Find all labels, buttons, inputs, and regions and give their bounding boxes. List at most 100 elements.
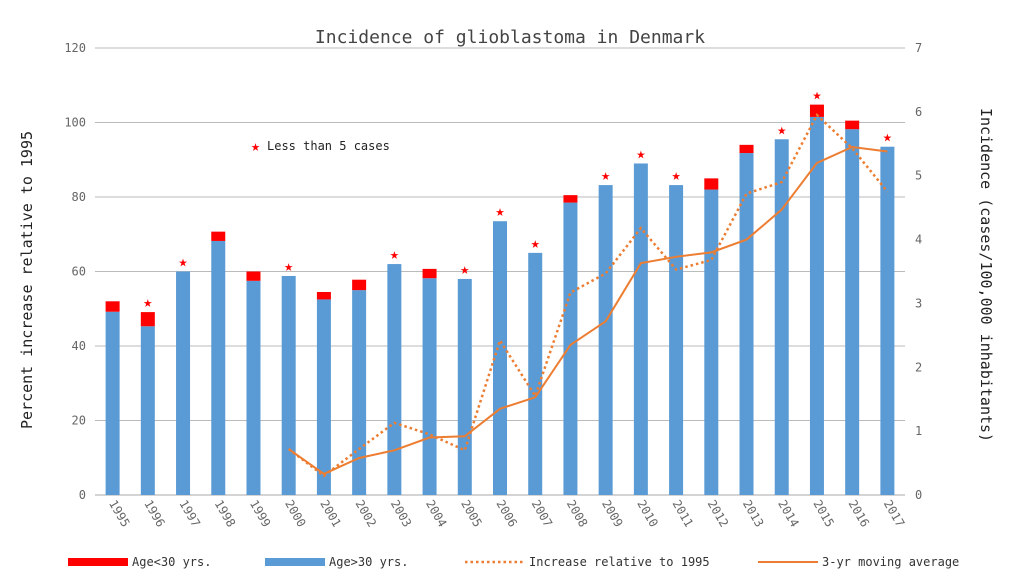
bar-age-over-30 bbox=[316, 299, 331, 495]
star-marker-icon: ★ bbox=[495, 202, 504, 220]
x-tick-label: 1996 bbox=[141, 498, 168, 530]
y2-tick-label: 2 bbox=[915, 360, 922, 374]
star-marker-icon: ★ bbox=[143, 293, 152, 311]
bar-age-over-30 bbox=[457, 278, 472, 495]
bar-age-over-30 bbox=[352, 290, 367, 495]
bar-age-under-30 bbox=[845, 120, 860, 130]
bar-age-over-30 bbox=[809, 116, 824, 495]
y2-tick-label: 6 bbox=[915, 105, 922, 119]
y-axis-title: Percent increase relative to 1995 bbox=[18, 131, 36, 429]
x-tick-label: 2001 bbox=[317, 498, 344, 530]
legend-label: Age<30 yrs. bbox=[132, 555, 211, 569]
star-marker-icon: ★ bbox=[284, 257, 293, 275]
bar-age-over-30 bbox=[598, 185, 613, 495]
x-tick-label: 1995 bbox=[106, 498, 133, 530]
note: ★ Less than 5 cases bbox=[251, 137, 390, 155]
x-tick-label: 2004 bbox=[423, 498, 450, 530]
y2-tick-label: 4 bbox=[915, 233, 922, 247]
bar-age-under-30 bbox=[739, 144, 754, 154]
star-marker-icon: ★ bbox=[601, 166, 610, 184]
lines bbox=[287, 113, 889, 478]
bar-age-under-30 bbox=[105, 301, 120, 312]
bar-age-under-30 bbox=[352, 279, 367, 291]
bar-age-under-30 bbox=[809, 104, 824, 117]
bar-age-over-30 bbox=[704, 189, 719, 496]
x-tick-label: 2017 bbox=[881, 498, 908, 530]
x-tick-label: 2011 bbox=[669, 498, 696, 530]
x-tick-label: 2003 bbox=[388, 498, 415, 530]
y-tick-label: 80 bbox=[72, 190, 86, 204]
bar-age-over-30 bbox=[140, 326, 155, 495]
bar-age-over-30 bbox=[563, 202, 578, 495]
bar-age-over-30 bbox=[387, 264, 402, 495]
y-tick-label: 60 bbox=[72, 265, 86, 279]
bar-age-over-30 bbox=[105, 311, 120, 495]
x-tick-label: 1997 bbox=[176, 498, 203, 530]
y2-tick-label: 1 bbox=[915, 424, 922, 438]
y-tick-label: 120 bbox=[64, 41, 86, 55]
star-marker-icon: ★ bbox=[812, 86, 821, 104]
x-tick-label: 2010 bbox=[634, 498, 661, 530]
legend-swatch bbox=[265, 558, 325, 566]
y-tick-label: 100 bbox=[64, 116, 86, 130]
y-tick-label: 0 bbox=[79, 488, 86, 502]
note-star-icon: ★ bbox=[251, 137, 260, 155]
y-tick-label: 40 bbox=[72, 339, 86, 353]
y2-tick-label: 3 bbox=[915, 296, 922, 310]
star-marker-icon: ★ bbox=[883, 128, 892, 146]
star-marker-icon: ★ bbox=[179, 253, 188, 271]
x-tick-label: 2008 bbox=[564, 498, 591, 530]
line-increase-relative bbox=[287, 113, 889, 478]
y2-tick-label: 5 bbox=[915, 169, 922, 183]
bar-age-over-30 bbox=[422, 278, 437, 495]
star-marker-icon: ★ bbox=[777, 120, 786, 138]
x-tick-label: 2000 bbox=[282, 498, 309, 530]
legend: Age<30 yrs. Age>30 yrs. Increase relative … bbox=[68, 555, 959, 569]
legend-label: 3-yr moving average bbox=[822, 555, 959, 569]
x-tick-label: 2014 bbox=[775, 498, 802, 530]
x-tick-label: 2005 bbox=[458, 498, 485, 530]
bar-age-over-30 bbox=[774, 139, 789, 495]
bar-age-over-30 bbox=[211, 240, 226, 495]
bar-age-over-30 bbox=[739, 153, 754, 496]
y2-axis-title: Incidence (cases/100,000 inhabitants) bbox=[977, 108, 995, 442]
bar-age-over-30 bbox=[845, 129, 860, 495]
note-label: Less than 5 cases bbox=[267, 139, 390, 153]
bar-age-under-30 bbox=[704, 178, 719, 190]
bar-age-over-30 bbox=[176, 271, 191, 495]
bar-age-under-30 bbox=[563, 195, 578, 203]
bar-age-over-30 bbox=[669, 185, 684, 495]
x-tick-label: 1998 bbox=[212, 498, 239, 530]
legend-swatch bbox=[68, 558, 128, 566]
bar-age-over-30 bbox=[281, 275, 296, 495]
x-tick-label: 2009 bbox=[599, 498, 626, 530]
x-tick-label: 2006 bbox=[493, 498, 520, 530]
star-marker-icon: ★ bbox=[390, 245, 399, 263]
line-moving-average bbox=[288, 145, 888, 476]
x-tick-label: 2007 bbox=[529, 498, 556, 530]
bar-age-over-30 bbox=[528, 252, 543, 495]
bar-age-under-30 bbox=[140, 312, 155, 327]
x-tick-label: 2016 bbox=[846, 498, 873, 530]
bar-age-over-30 bbox=[880, 146, 895, 495]
bar-age-under-30 bbox=[246, 271, 261, 281]
star-marker-icon: ★ bbox=[672, 166, 681, 184]
y2-tick-label: 7 bbox=[915, 41, 922, 55]
bar-age-over-30 bbox=[246, 280, 261, 495]
star-marker-icon: ★ bbox=[636, 144, 645, 162]
x-tick-label: 2012 bbox=[705, 498, 732, 530]
bar-age-under-30 bbox=[316, 291, 331, 300]
legend-label: Increase relative to 1995 bbox=[529, 555, 710, 569]
x-tick-label: 2015 bbox=[810, 498, 837, 530]
y-tick-label: 20 bbox=[72, 414, 86, 428]
y2-tick-label: 0 bbox=[915, 488, 922, 502]
star-marker-icon: ★ bbox=[460, 260, 469, 278]
star-marker-icon: ★ bbox=[531, 234, 540, 252]
legend-label: Age>30 yrs. bbox=[329, 555, 408, 569]
x-tick-label: 2002 bbox=[353, 498, 380, 530]
bar-age-over-30 bbox=[633, 163, 648, 495]
chart-title: Incidence of glioblastoma in Denmark bbox=[315, 27, 705, 48]
x-tick-label: 2013 bbox=[740, 498, 767, 530]
